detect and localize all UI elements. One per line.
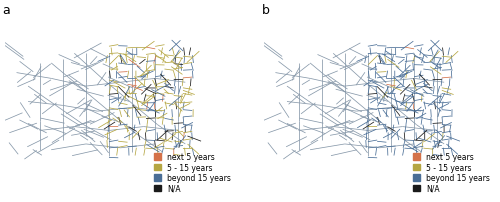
- Text: a: a: [2, 4, 10, 17]
- Legend: next 5 years, 5 - 15 years, beyond 15 years, N/A: next 5 years, 5 - 15 years, beyond 15 ye…: [152, 151, 232, 194]
- Legend: next 5 years, 5 - 15 years, beyond 15 years, N/A: next 5 years, 5 - 15 years, beyond 15 ye…: [412, 151, 491, 194]
- Text: b: b: [262, 4, 270, 17]
